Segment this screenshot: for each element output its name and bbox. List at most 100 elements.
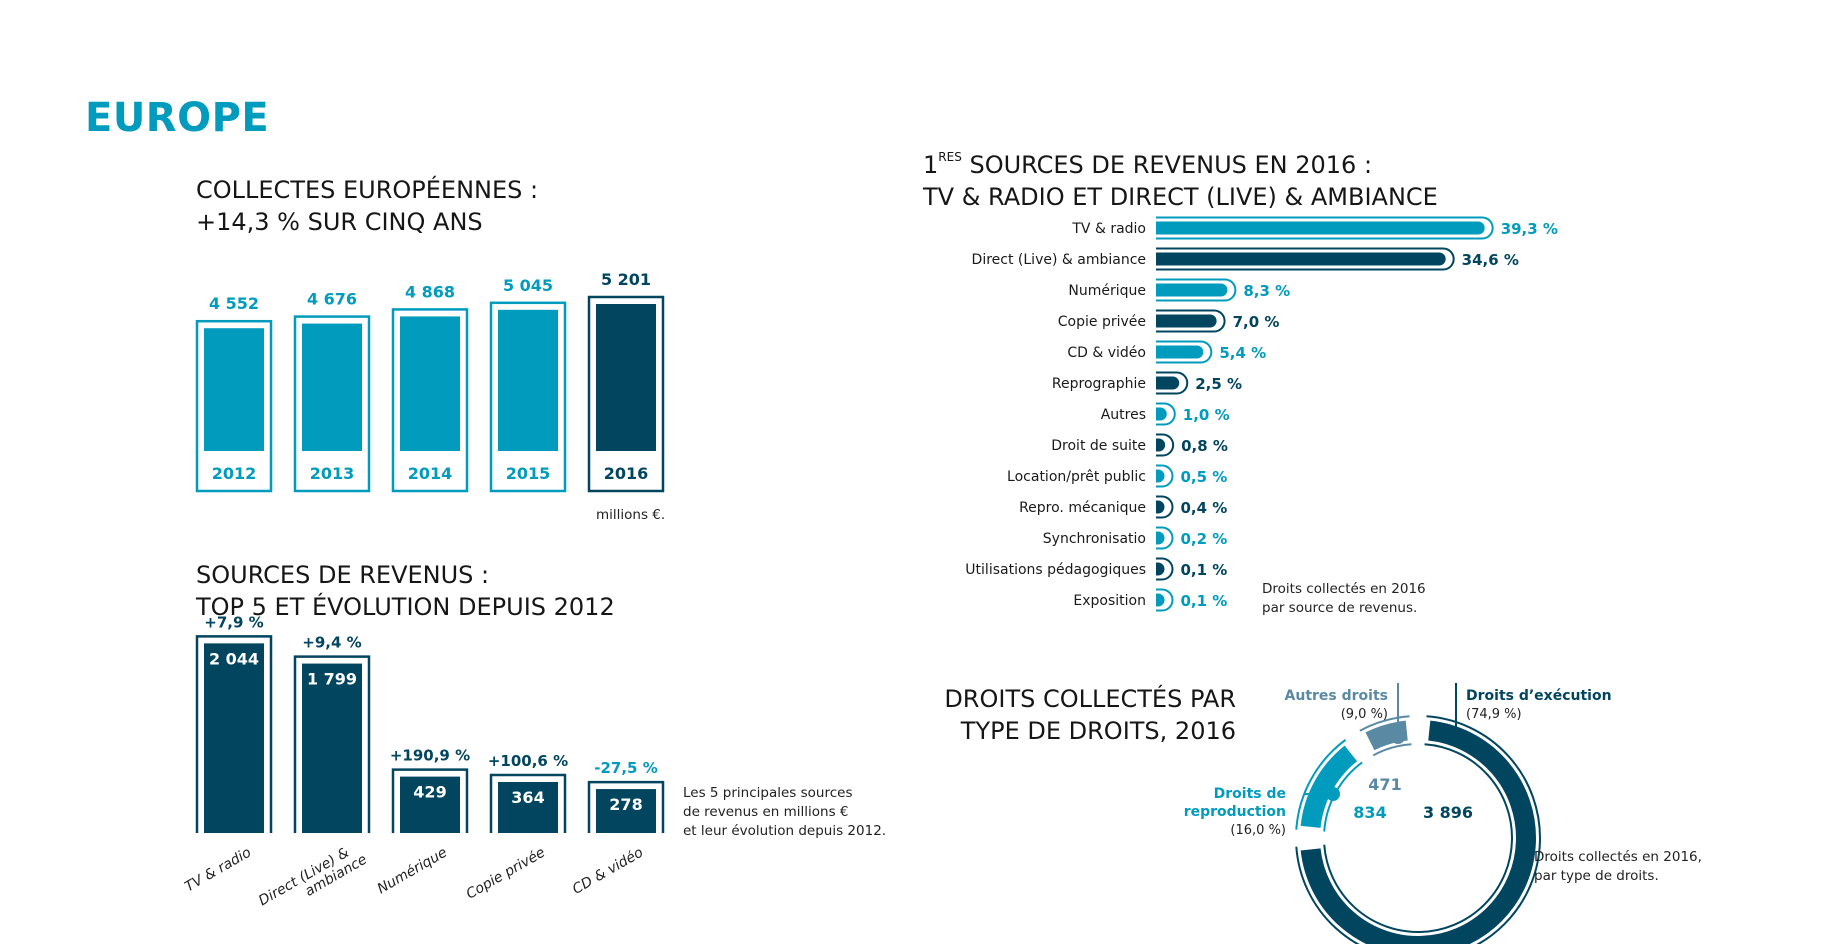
data-label: 0,4 % xyxy=(1181,499,1228,517)
bar-frame xyxy=(1156,216,1494,240)
slice-value-label: 834 xyxy=(1353,803,1386,822)
category-label: TV & radio xyxy=(182,845,254,896)
slice xyxy=(1300,745,1358,829)
slice xyxy=(1365,720,1409,751)
data-label: 4 868 xyxy=(405,282,455,301)
slice-label: reproduction xyxy=(1184,804,1286,820)
data-label: 7,0 % xyxy=(1233,313,1280,331)
sources2016-note: Droits collectés en 2016 par source de r… xyxy=(1262,580,1426,618)
bar xyxy=(1156,500,1165,514)
bar xyxy=(400,316,460,451)
category-label: 2014 xyxy=(408,464,453,483)
bar-frame xyxy=(1156,557,1174,581)
top5-title-line2: TOP 5 ET ÉVOLUTION DEPUIS 2012 xyxy=(196,593,615,621)
bar xyxy=(596,304,656,451)
bar-frame xyxy=(1156,526,1174,550)
data-label: 39,3 % xyxy=(1501,220,1558,238)
collectes-chart: 2012 4 552 2013 4 676 2014 4 868 2015 5 045 2016… xyxy=(195,270,665,493)
category-label: Utilisations pédagogiques xyxy=(965,562,1146,578)
slice-percent-label: (16,0 %) xyxy=(1230,823,1286,838)
data-label: 2 044 xyxy=(209,649,259,668)
bar-frame xyxy=(391,768,469,833)
bar xyxy=(1156,438,1166,452)
bar xyxy=(1156,593,1165,607)
bar xyxy=(302,323,362,451)
bar xyxy=(1156,283,1228,297)
bar-frame xyxy=(1156,278,1237,302)
bar-frame xyxy=(587,295,665,493)
slice-label: Droits de xyxy=(1214,786,1286,802)
evolution-label: -27,5 % xyxy=(594,759,658,777)
category-label-line: TV & radio xyxy=(182,845,254,896)
data-label: 0,1 % xyxy=(1181,592,1228,610)
bar-frame xyxy=(1156,309,1226,333)
bar xyxy=(302,663,362,833)
bar xyxy=(204,643,264,833)
bar xyxy=(1156,562,1165,576)
collectes-title: COLLECTES EUROPÉENNES : +14,3 % SUR CINQ… xyxy=(196,174,538,238)
top5-title-line1: SOURCES DE REVENUS : xyxy=(196,561,490,589)
data-label: 8,3 % xyxy=(1243,282,1290,300)
types-title-line2: TYPE DE DROITS, 2016 xyxy=(960,717,1236,745)
category-label: 2012 xyxy=(212,464,257,483)
category-label: Numérique xyxy=(1068,283,1146,299)
slice-frame-outer xyxy=(1359,715,1410,732)
category-label: Synchronisatio xyxy=(1043,531,1146,547)
slice-label: Droits d’exécution xyxy=(1466,688,1612,704)
callout-dot xyxy=(1449,733,1463,747)
evolution-label: +7,9 % xyxy=(204,613,263,631)
category-label: Copie privée xyxy=(464,845,548,903)
category-label: Autres xyxy=(1101,407,1146,423)
top5-note-line: de revenus en millions € xyxy=(683,804,849,820)
data-label: 0,8 % xyxy=(1181,437,1228,455)
slice-label: Autres droits xyxy=(1285,688,1388,704)
bar xyxy=(1156,252,1446,266)
sources2016-title: 1RES SOURCES DE REVENUS EN 2016 : TV & R… xyxy=(923,141,1438,213)
collectes-title-line2: +14,3 % SUR CINQ ANS xyxy=(196,208,483,236)
sources2016-note-line: par source de revenus. xyxy=(1262,600,1418,616)
callout-dot xyxy=(1326,787,1340,801)
bar xyxy=(1156,314,1217,328)
bar-frame xyxy=(1156,495,1174,519)
slice-frame-inner xyxy=(1372,743,1412,757)
bar xyxy=(204,328,264,451)
collectes-unit-note: millions €. xyxy=(596,507,666,523)
bar-frame xyxy=(195,319,273,493)
category-label: CD & vidéo xyxy=(570,845,646,898)
top5-chart: 2 044 +7,9 % TV & radio 1 799 +9,4 % Direct (… xyxy=(182,613,665,909)
category-label-line: Numérique xyxy=(375,845,450,898)
bar-frame xyxy=(1156,371,1189,395)
category-label: Copie privée xyxy=(1058,314,1146,330)
bar-frame xyxy=(1156,464,1174,488)
bar-frame xyxy=(293,655,371,833)
collectes-title-line1: COLLECTES EUROPÉENNES : xyxy=(196,176,539,204)
bar xyxy=(1156,221,1485,235)
bar-frame xyxy=(1156,433,1175,457)
bar-frame xyxy=(1156,247,1455,271)
top5-note-line: et leur évolution depuis 2012. xyxy=(683,823,887,839)
category-label-line: CD & vidéo xyxy=(570,845,646,898)
slice-percent-label: (74,9 %) xyxy=(1466,707,1522,722)
evolution-label: +9,4 % xyxy=(302,634,361,652)
data-label: 5 201 xyxy=(601,270,651,289)
callout-dot xyxy=(1391,730,1405,744)
category-label: Location/prêt public xyxy=(1007,469,1146,485)
data-label: 278 xyxy=(609,795,642,814)
data-label: 0,1 % xyxy=(1181,561,1228,579)
slice xyxy=(1300,720,1536,944)
bar-frame xyxy=(293,315,371,493)
slice-value-label: 3 896 xyxy=(1423,803,1473,822)
bar xyxy=(400,776,460,833)
sources2016-title-num: 1 xyxy=(923,151,939,179)
bar xyxy=(1156,531,1165,545)
bar-frame xyxy=(1156,340,1213,364)
category-label: Exposition xyxy=(1073,593,1146,609)
top5-title: SOURCES DE REVENUS : TOP 5 ET ÉVOLUTION … xyxy=(196,559,615,623)
types-note-line: par type de droits. xyxy=(1534,868,1659,884)
bar-frame xyxy=(587,780,665,833)
category-label: Droit de suite xyxy=(1051,438,1146,454)
category-label: 2016 xyxy=(604,464,649,483)
data-label: 0,5 % xyxy=(1181,468,1228,486)
bar xyxy=(1156,469,1165,483)
